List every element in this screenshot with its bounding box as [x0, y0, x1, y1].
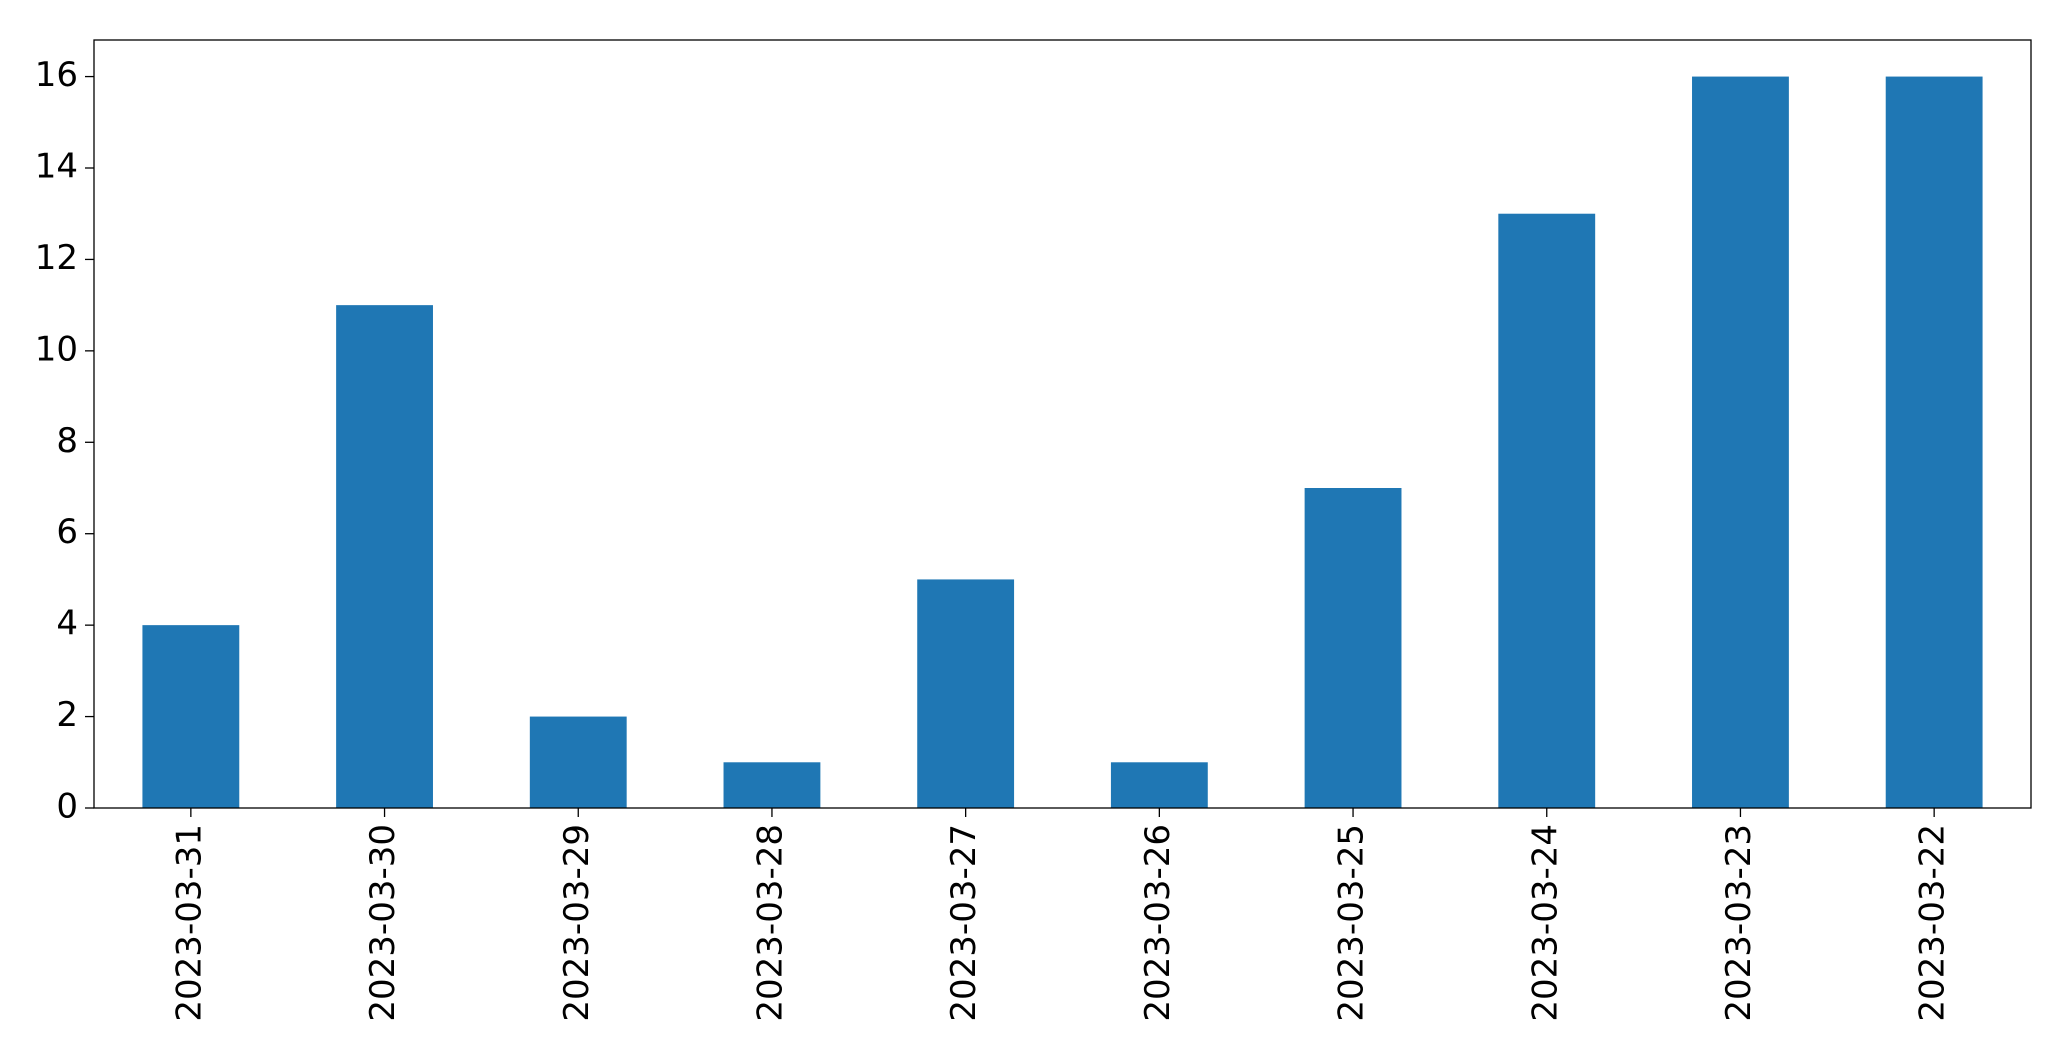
- y-tick-label: 0: [56, 787, 78, 827]
- bar: [1692, 76, 1789, 809]
- x-tick-label: 2023-03-29: [557, 824, 597, 1022]
- x-tick-label: 2023-03-23: [1719, 824, 1759, 1022]
- y-tick-label: 2: [56, 695, 78, 735]
- plot-frame: [93, 39, 2032, 809]
- bar: [1110, 762, 1208, 808]
- bar: [142, 625, 240, 808]
- x-tick-label: 2023-03-27: [944, 824, 984, 1022]
- bar: [529, 716, 627, 808]
- x-tick-label: 2023-03-28: [750, 824, 790, 1022]
- y-tick-label: 14: [35, 147, 78, 187]
- bar: [1885, 76, 1983, 809]
- bar: [336, 305, 433, 808]
- x-tick-label: 2023-03-31: [169, 824, 209, 1022]
- x-tick-label: 2023-03-22: [1913, 824, 1953, 1022]
- x-tick-label: 2023-03-30: [363, 824, 403, 1022]
- y-tick-label: 10: [35, 329, 78, 369]
- y-tick-label: 6: [56, 512, 78, 552]
- x-tick-label: 2023-03-26: [1138, 824, 1178, 1022]
- bar: [1304, 488, 1402, 808]
- bar: [723, 762, 821, 808]
- y-tick-label: 12: [35, 238, 78, 278]
- y-tick-label: 16: [35, 55, 78, 95]
- x-tick-label: 2023-03-25: [1332, 824, 1372, 1022]
- x-tick-label: 2023-03-24: [1525, 824, 1565, 1022]
- bar: [917, 579, 1015, 808]
- y-tick-label: 8: [56, 421, 78, 461]
- y-tick-label: 4: [56, 604, 78, 644]
- bar: [1498, 213, 1596, 808]
